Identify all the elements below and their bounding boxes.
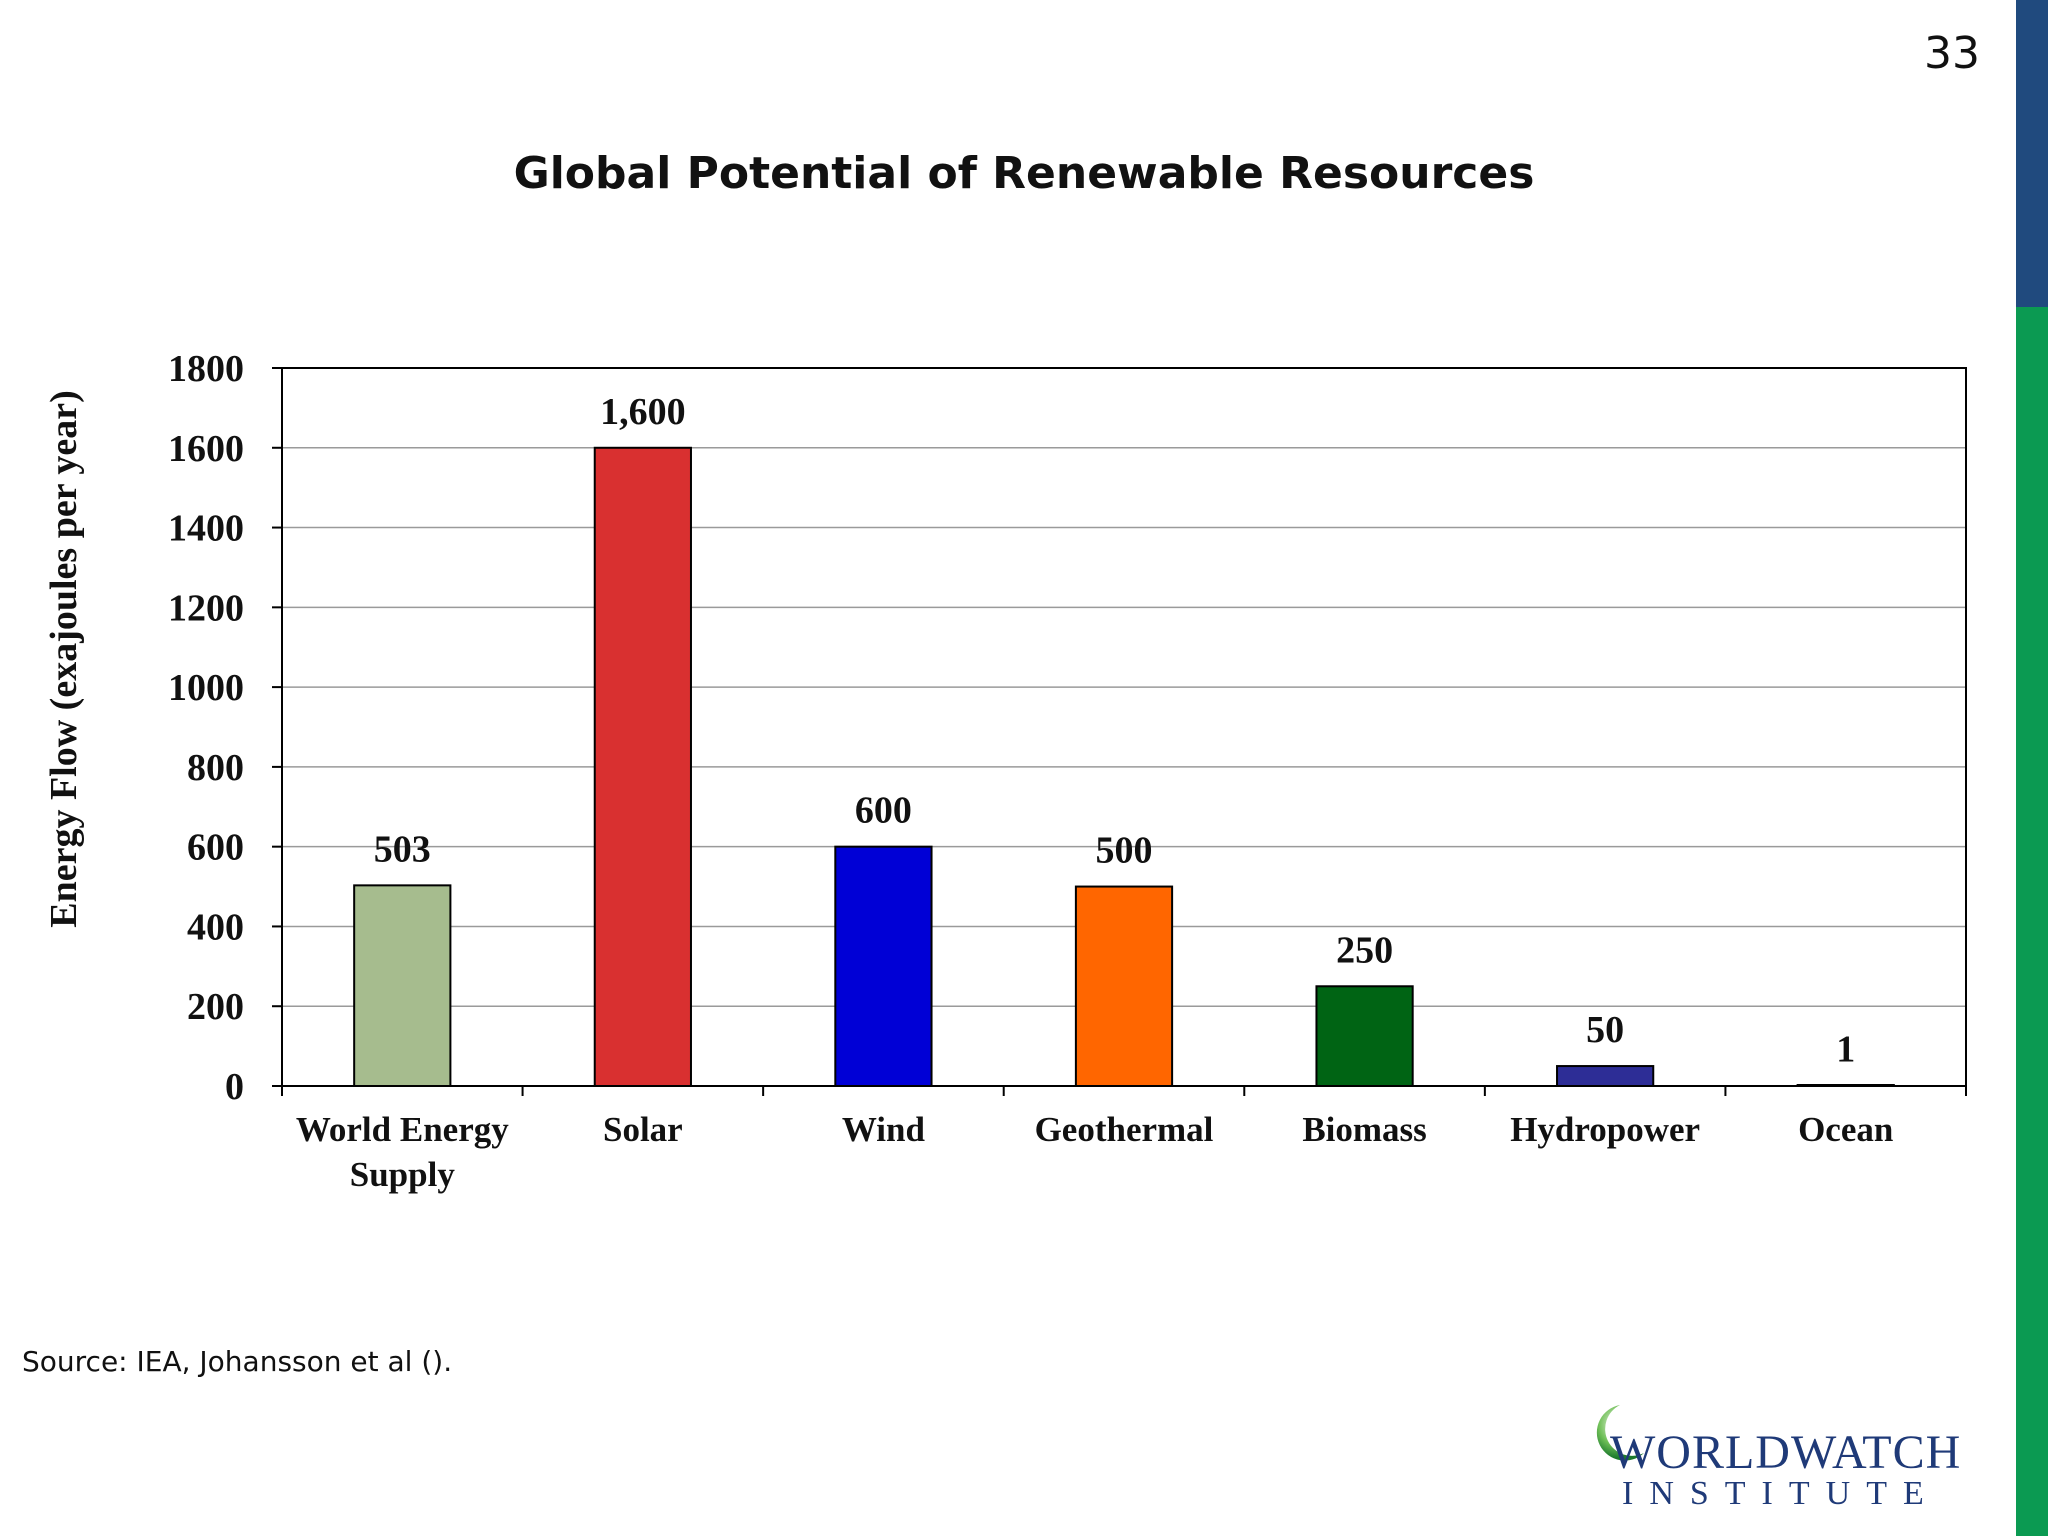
y-axis-ticks: 0 200 400 600 800 1000 1200 1400 1600 1800 xyxy=(168,348,282,1108)
x-tick-label: Supply xyxy=(350,1155,456,1194)
x-tick-label: Ocean xyxy=(1798,1110,1893,1149)
y-tick-label: 200 xyxy=(187,986,244,1028)
slide-title: Global Potential of Renewable Resources xyxy=(513,148,1535,199)
x-tick-label: Biomass xyxy=(1302,1110,1426,1149)
side-accent-bar-top xyxy=(2016,0,2048,307)
x-tick-label: Hydropower xyxy=(1510,1110,1700,1149)
bar xyxy=(1796,1084,1895,1087)
y-tick-label: 1800 xyxy=(168,348,244,390)
y-tick-label: 0 xyxy=(225,1066,244,1108)
worldwatch-logo: WORLDWATCH INSTITUTE xyxy=(1580,1395,1960,1515)
x-tick-label: Solar xyxy=(603,1110,683,1149)
bar xyxy=(1315,985,1414,1087)
data-label: 1,600 xyxy=(600,391,686,433)
source-note: Source: IEA, Johansson et al (). xyxy=(22,1345,453,1378)
y-tick-label: 800 xyxy=(187,747,244,789)
x-tick-label: Wind xyxy=(842,1110,926,1149)
bar xyxy=(1074,885,1174,1087)
bar xyxy=(834,845,933,1088)
data-label: 500 xyxy=(1096,830,1153,872)
globe-icon xyxy=(1596,1405,1644,1461)
y-tick-label: 1400 xyxy=(168,508,244,550)
x-axis-ticks: World Energy Supply Solar Wind Geothermal Bio… xyxy=(281,1086,1967,1194)
data-label: 600 xyxy=(855,790,912,832)
y-tick-label: 1600 xyxy=(168,428,244,470)
y-tick-label: 1200 xyxy=(168,587,244,629)
bar xyxy=(593,446,692,1087)
data-label: 50 xyxy=(1586,1009,1624,1051)
side-accent-bar-bottom xyxy=(2016,307,2048,1536)
data-label: 503 xyxy=(374,828,431,870)
bar xyxy=(1556,1065,1655,1087)
y-tick-label: 600 xyxy=(187,827,244,869)
logo-subtitle: INSTITUTE xyxy=(1622,1475,1940,1512)
bars xyxy=(353,446,1895,1088)
x-tick-label: World Energy xyxy=(296,1110,509,1149)
bar xyxy=(353,884,452,1087)
value-labels: 503 1,600 600 500 250 50 1 xyxy=(374,391,1855,1071)
data-label: 1 xyxy=(1836,1029,1855,1071)
y-tick-label: 1000 xyxy=(168,667,244,709)
y-tick-label: 400 xyxy=(187,906,244,948)
data-label: 250 xyxy=(1336,929,1393,971)
x-tick-label: Geothermal xyxy=(1035,1110,1214,1149)
y-axis-label: Energy Flow (exajoules per year) xyxy=(43,390,85,928)
page-number: 33 xyxy=(1924,28,1980,79)
logo-wordmark: WORLDWATCH xyxy=(1610,1426,1962,1479)
